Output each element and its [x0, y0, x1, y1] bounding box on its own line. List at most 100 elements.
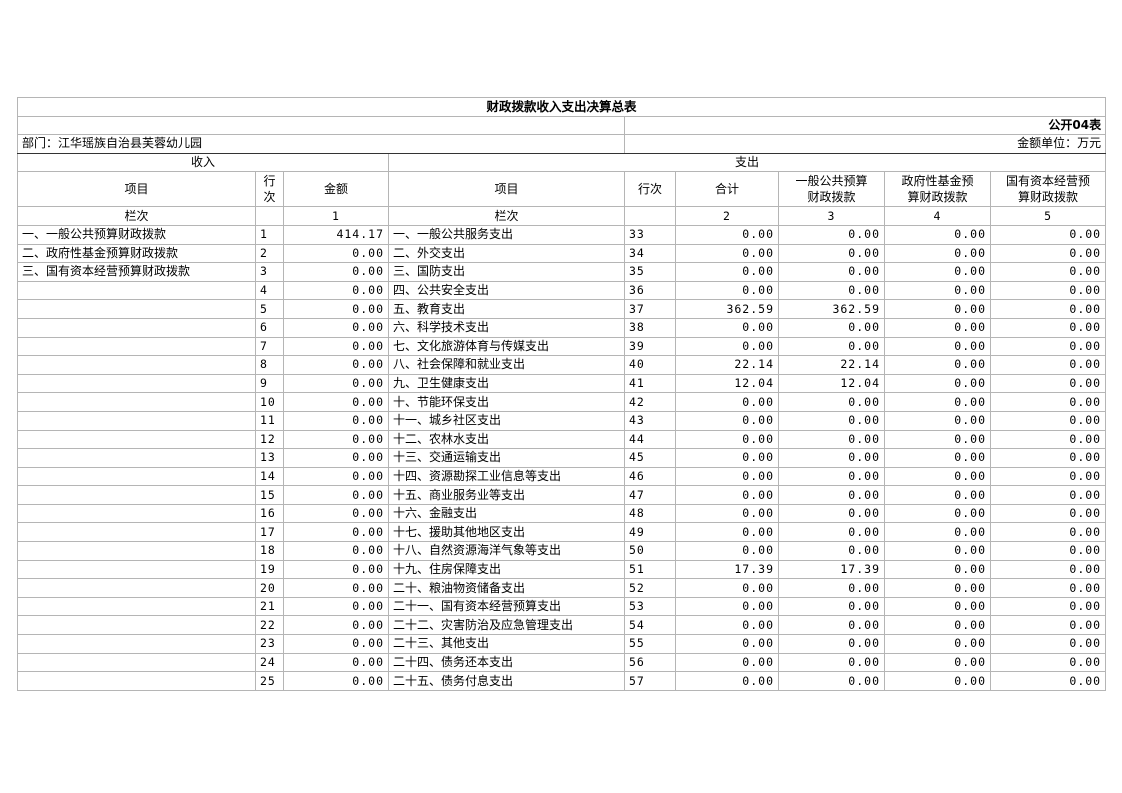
col-index-5: 5: [989, 206, 1107, 226]
table-row: 24 0.00 二十四、债务还本支出 56 0.00 0.00 0.00 0.00: [17, 652, 1107, 673]
cell-fund: 0.00: [884, 652, 991, 673]
cell-ex-item: 二十三、其他支出: [388, 634, 625, 654]
cell-total: 0.00: [675, 392, 779, 412]
cell-ex-no: 38: [624, 317, 676, 338]
cell-in-amt: 0.00: [283, 503, 389, 524]
cell-ex-no: 46: [624, 466, 676, 487]
table-row: 18 0.00 十八、自然资源海洋气象等支出 50 0.00 0.00 0.00 0.00: [17, 541, 1107, 561]
cell-total: 0.00: [675, 317, 779, 338]
cell-ex-item: 十七、援助其他地区支出: [388, 522, 625, 543]
cell-in-no: 18: [255, 541, 284, 561]
cell-ex-no: 43: [624, 410, 676, 431]
cell-ex-no: 33: [624, 224, 676, 245]
cell-total: 0.00: [675, 410, 779, 431]
cell-ex-item: 十九、住房保障支出: [388, 559, 625, 580]
cell-state: 0.00: [989, 243, 1107, 264]
cell-ex-item: 十四、资源勘探工业信息等支出: [388, 466, 625, 487]
cell-in-no: 7: [255, 336, 284, 357]
table-row: 二、政府性基金预算财政拨款 2 0.00 二、外交支出 34 0.00 0.00 0.00 0.…: [17, 243, 1107, 264]
cell-ex-item: 九、卫生健康支出: [388, 373, 625, 394]
table-row: 17 0.00 十七、援助其他地区支出 49 0.00 0.00 0.00 0.00: [17, 522, 1107, 543]
cell-in-no: 9: [255, 373, 284, 394]
table-row: 9 0.00 九、卫生健康支出 41 12.04 12.04 0.00 0.00: [17, 373, 1107, 394]
cell-in-item: [17, 578, 256, 598]
cell-in-no: 20: [255, 578, 284, 598]
cell-in-amt: 0.00: [283, 410, 389, 431]
cell-ex-item: 十三、交通运输支出: [388, 448, 625, 468]
cell-in-no: 4: [255, 280, 284, 301]
cell-total: 12.04: [675, 373, 779, 394]
cell-gen: 0.00: [778, 578, 885, 598]
cell-ex-no: 36: [624, 280, 676, 301]
cell-state: 0.00: [989, 559, 1107, 580]
cell-in-no: 24: [255, 652, 284, 673]
cell-gen: 362.59: [778, 299, 885, 319]
cell-in-amt: 0.00: [283, 317, 389, 338]
cell-in-amt: 0.00: [283, 615, 389, 636]
table-row: 15 0.00 十五、商业服务业等支出 47 0.00 0.00 0.00 0.00: [17, 485, 1107, 505]
cell-gen: 0.00: [778, 429, 885, 450]
cell-gen: 0.00: [778, 280, 885, 301]
cell-in-no: 5: [255, 299, 284, 319]
cell-gen: 22.14: [778, 355, 885, 375]
cell-in-amt: 0.00: [283, 392, 389, 412]
table-row: 21 0.00 二十一、国有资本经营预算支出 53 0.00 0.00 0.00 0.00: [17, 596, 1107, 617]
cell-total: 0.00: [675, 448, 779, 468]
cell-ex-no: 55: [624, 634, 676, 654]
cell-fund: 0.00: [884, 596, 991, 617]
cell-in-item: [17, 410, 256, 431]
cell-in-no: 10: [255, 392, 284, 412]
table-row: 6 0.00 六、科学技术支出 38 0.00 0.00 0.00 0.00: [17, 317, 1107, 338]
cell-ex-item: 七、文化旅游体育与传媒支出: [388, 336, 625, 357]
cell-ex-no: 53: [624, 596, 676, 617]
cell-fund: 0.00: [884, 299, 991, 319]
cell-fund: 0.00: [884, 578, 991, 598]
col-total: 合计: [675, 171, 779, 208]
cell-ex-item: 二十四、债务还本支出: [388, 652, 625, 673]
cell-state: 0.00: [989, 317, 1107, 338]
cell-total: 0.00: [675, 224, 779, 245]
cell-ex-no: 51: [624, 559, 676, 580]
cell-in-item: [17, 429, 256, 450]
cell-gen: 0.00: [778, 615, 885, 636]
cell-ex-item: 五、教育支出: [388, 299, 625, 319]
cell-ex-no: 41: [624, 373, 676, 394]
cell-fund: 0.00: [884, 634, 991, 654]
cell-in-amt: 0.00: [283, 559, 389, 580]
cell-gen: 0.00: [778, 596, 885, 617]
department: 部门：江华瑶族自治县芙蓉幼儿园: [17, 134, 625, 154]
cell-state: 0.00: [989, 299, 1107, 319]
cell-in-item: [17, 596, 256, 617]
cell-total: 0.00: [675, 652, 779, 673]
cell-state: 0.00: [989, 355, 1107, 375]
cell-state: 0.00: [989, 392, 1107, 412]
cell-in-amt: 0.00: [283, 355, 389, 375]
cell-gen: 0.00: [778, 243, 885, 264]
table-row: 25 0.00 二十五、债务付息支出 57 0.00 0.00 0.00 0.00: [17, 671, 1107, 691]
cell-total: 0.00: [675, 503, 779, 524]
cell-gen: 17.39: [778, 559, 885, 580]
table-row: 22 0.00 二十二、灾害防治及应急管理支出 54 0.00 0.00 0.00 0.00: [17, 615, 1107, 636]
cell-gen: 0.00: [778, 262, 885, 282]
cell-fund: 0.00: [884, 615, 991, 636]
cell-gen: 0.00: [778, 392, 885, 412]
cell-state: 0.00: [989, 224, 1107, 245]
cell-gen: 0.00: [778, 634, 885, 654]
cell-in-item: [17, 355, 256, 375]
cell-fund: 0.00: [884, 373, 991, 394]
cell-ex-no: 42: [624, 392, 676, 412]
cell-state: 0.00: [989, 578, 1107, 598]
cell-total: 0.00: [675, 541, 779, 561]
cell-fund: 0.00: [884, 355, 991, 375]
col-state: 国有资本经营预 算财政拨款: [989, 171, 1107, 208]
col-fund: 政府性基金预 算财政拨款: [884, 171, 991, 208]
cell-in-amt: 0.00: [283, 541, 389, 561]
cell-in-no: 25: [255, 671, 284, 691]
cell-ex-no: 34: [624, 243, 676, 264]
cell-state: 0.00: [989, 671, 1107, 691]
cell-ex-item: 十一、城乡社区支出: [388, 410, 625, 431]
cell-fund: 0.00: [884, 503, 991, 524]
cell-fund: 0.00: [884, 485, 991, 505]
cell-gen: 0.00: [778, 522, 885, 543]
expense-header: 支出: [387, 152, 1107, 173]
